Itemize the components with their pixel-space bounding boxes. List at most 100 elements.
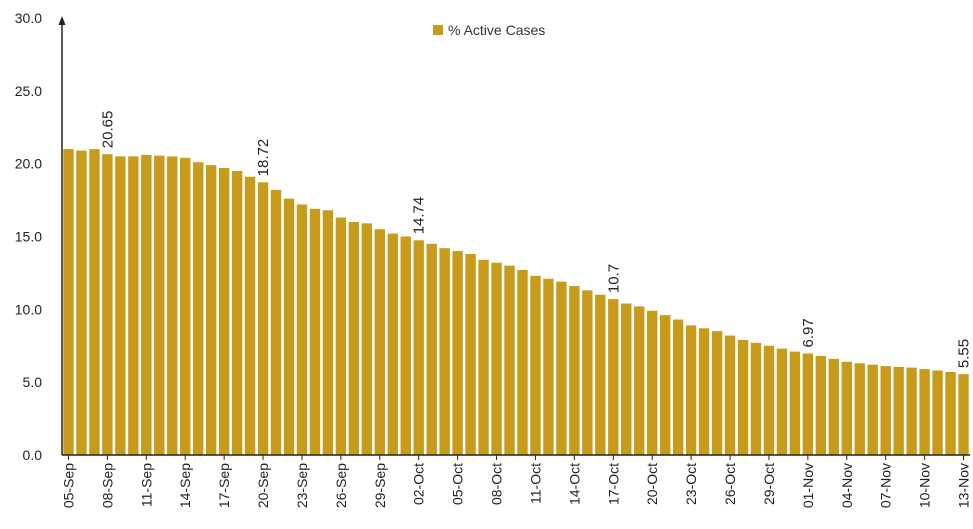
legend: % Active Cases bbox=[433, 22, 545, 38]
x-tick-label: 29-Oct bbox=[761, 463, 777, 505]
x-tick-label: 14-Sep bbox=[177, 463, 193, 508]
x-tick-label: 01-Nov bbox=[800, 463, 816, 508]
y-tick-label: 30.0 bbox=[15, 10, 42, 26]
bar-11-Sep bbox=[141, 154, 152, 455]
bar-06-Sep bbox=[76, 150, 87, 455]
bar-17-Sep bbox=[218, 168, 230, 456]
x-tick-label: 20-Sep bbox=[255, 463, 271, 508]
bar-08-Oct bbox=[491, 262, 502, 455]
bar-18-Sep bbox=[231, 170, 243, 455]
bar-03-Oct bbox=[426, 243, 437, 455]
bar-08-Nov bbox=[893, 366, 904, 455]
bar-04-Oct bbox=[439, 248, 450, 455]
y-tick-label: 5.0 bbox=[23, 374, 43, 390]
bar-05-Oct bbox=[452, 251, 463, 455]
data-label-01-Nov: 6.97 bbox=[800, 318, 817, 347]
x-tick-label: 26-Sep bbox=[333, 463, 349, 508]
bar-10-Oct bbox=[517, 270, 528, 455]
bar-10-Nov bbox=[919, 369, 930, 455]
x-tick-label: 26-Oct bbox=[722, 463, 738, 505]
bar-24-Oct bbox=[698, 328, 710, 455]
bar-11-Nov bbox=[932, 370, 943, 455]
bar-07-Nov bbox=[880, 366, 891, 455]
bar-12-Sep bbox=[154, 155, 165, 455]
data-label-02-Oct: 14.74 bbox=[411, 197, 428, 235]
bar-01-Oct bbox=[400, 236, 411, 455]
x-tick-label: 23-Oct bbox=[683, 463, 699, 505]
bar-24-Sep bbox=[309, 208, 321, 455]
bar-11-Oct bbox=[530, 275, 541, 455]
bar-06-Oct bbox=[465, 253, 476, 455]
x-tick-label: 08-Sep bbox=[99, 463, 115, 508]
x-tick-label: 23-Sep bbox=[294, 463, 310, 508]
x-tick-label: 11-Oct bbox=[527, 463, 543, 504]
bar-09-Oct bbox=[504, 265, 515, 455]
bar-09-Nov bbox=[906, 367, 917, 455]
x-tick-label: 05-Sep bbox=[60, 463, 76, 508]
bar-14-Sep bbox=[180, 157, 191, 455]
bar-09-Sep bbox=[115, 156, 126, 455]
data-label-08-Sep: 20.65 bbox=[99, 111, 116, 149]
bar-18-Oct bbox=[621, 303, 632, 455]
bar-06-Nov bbox=[867, 364, 878, 455]
x-axis-ticks: 05-Sep 08-Sep 11-Sep 14-Sep 17-Sep 20-Sep 23-S… bbox=[60, 455, 972, 508]
x-tick-label: 08-Oct bbox=[489, 463, 505, 505]
bar-28-Oct bbox=[750, 342, 762, 455]
x-tick-label: 02-Oct bbox=[411, 463, 427, 505]
y-axis-arrow bbox=[58, 16, 66, 25]
bar-02-Oct bbox=[413, 240, 424, 455]
bar-30-Oct bbox=[776, 348, 788, 455]
y-tick-label: 25.0 bbox=[15, 83, 42, 99]
bar-26-Sep bbox=[335, 217, 347, 455]
x-tick-label: 20-Oct bbox=[644, 463, 660, 505]
y-tick-label: 20.0 bbox=[15, 156, 42, 172]
bar-25-Oct bbox=[711, 331, 723, 455]
bar-13-Nov bbox=[958, 374, 969, 455]
data-label-17-Oct: 10.7 bbox=[605, 264, 622, 293]
bar-12-Oct bbox=[543, 278, 554, 455]
bars-group bbox=[63, 149, 969, 456]
bar-02-Nov bbox=[815, 355, 827, 455]
legend-label: % Active Cases bbox=[448, 22, 545, 38]
y-tick-label: 15.0 bbox=[15, 229, 42, 245]
bar-05-Nov bbox=[854, 363, 865, 455]
bar-23-Sep bbox=[296, 204, 308, 455]
bar-27-Oct bbox=[737, 339, 749, 455]
bar-29-Oct bbox=[763, 345, 775, 455]
x-tick-label: 17-Oct bbox=[605, 463, 621, 505]
bar-07-Oct bbox=[478, 259, 489, 455]
bar-21-Oct bbox=[659, 315, 671, 455]
x-tick-label: 13-Nov bbox=[956, 463, 972, 508]
bar-04-Nov bbox=[841, 361, 852, 455]
bar-12-Nov bbox=[945, 371, 956, 455]
x-tick-label: 10-Nov bbox=[917, 463, 933, 508]
bar-15-Sep bbox=[193, 162, 204, 455]
bar-21-Sep bbox=[270, 189, 282, 455]
bar-01-Nov bbox=[802, 353, 814, 455]
bar-28-Sep bbox=[361, 223, 373, 455]
bar-16-Sep bbox=[205, 165, 217, 455]
bar-22-Sep bbox=[283, 198, 295, 455]
bar-05-Sep bbox=[63, 149, 74, 455]
bar-16-Oct bbox=[595, 294, 606, 455]
bar-08-Sep bbox=[102, 154, 113, 455]
y-tick-label: 10.0 bbox=[15, 301, 42, 317]
x-tick-label: 11-Sep bbox=[138, 463, 154, 507]
bar-10-Sep bbox=[128, 156, 139, 455]
x-tick-label: 14-Oct bbox=[566, 463, 582, 505]
y-axis-ticks: 0.0 5.0 10.0 15.0 20.0 25.0 30.0 bbox=[15, 10, 42, 463]
bar-17-Oct bbox=[608, 299, 619, 455]
data-labels: 20.65 18.72 14.74 10.7 6.97 5.55 bbox=[99, 111, 972, 368]
bar-03-Nov bbox=[828, 358, 839, 455]
bar-27-Sep bbox=[348, 221, 360, 455]
x-tick-label: 17-Sep bbox=[216, 463, 232, 508]
bar-30-Sep bbox=[387, 233, 398, 455]
bar-19-Oct bbox=[634, 306, 645, 455]
bar-14-Oct bbox=[569, 286, 580, 455]
bar-13-Sep bbox=[167, 156, 178, 455]
y-tick-label: 0.0 bbox=[23, 447, 43, 463]
bar-13-Oct bbox=[556, 281, 567, 455]
bar-31-Oct bbox=[789, 351, 801, 455]
bar-20-Sep bbox=[257, 182, 269, 455]
